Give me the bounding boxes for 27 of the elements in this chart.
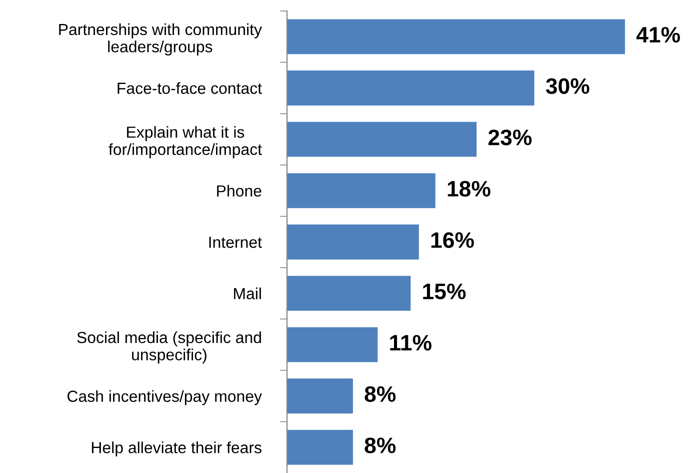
bar [287, 122, 477, 157]
y-tick-label: Face-to-face contact [118, 82, 262, 94]
y-tick-label: Mail [234, 288, 261, 300]
data-label: 30% [546, 78, 590, 94]
y-tick-label: Social media (specific and unspecific) [77, 331, 261, 364]
data-label: 8% [364, 438, 396, 454]
y-tick-label: Internet [209, 236, 262, 248]
y-tick-label: Help alleviate their fears [92, 442, 262, 456]
bar [287, 378, 353, 414]
y-tick-label: Partnerships with community leaders/groups [59, 23, 262, 56]
bar [287, 70, 534, 106]
data-label: 18% [448, 180, 490, 197]
bar [287, 430, 353, 465]
data-label: 41% [636, 26, 680, 43]
y-tick-label: Phone [217, 184, 262, 197]
data-label: 11% [390, 334, 432, 351]
bar [287, 327, 378, 362]
data-label: 16% [431, 232, 474, 248]
data-label: 8% [364, 386, 396, 402]
bar [287, 19, 625, 54]
data-label: 15% [423, 284, 466, 300]
bar [287, 173, 436, 208]
bar [287, 224, 419, 260]
y-tick-label: Cash incentives/pay money [68, 390, 262, 406]
y-tick-label: Explain what it is for/importance/impact [108, 126, 262, 158]
data-label: 23% [488, 130, 532, 146]
bar [287, 276, 411, 311]
